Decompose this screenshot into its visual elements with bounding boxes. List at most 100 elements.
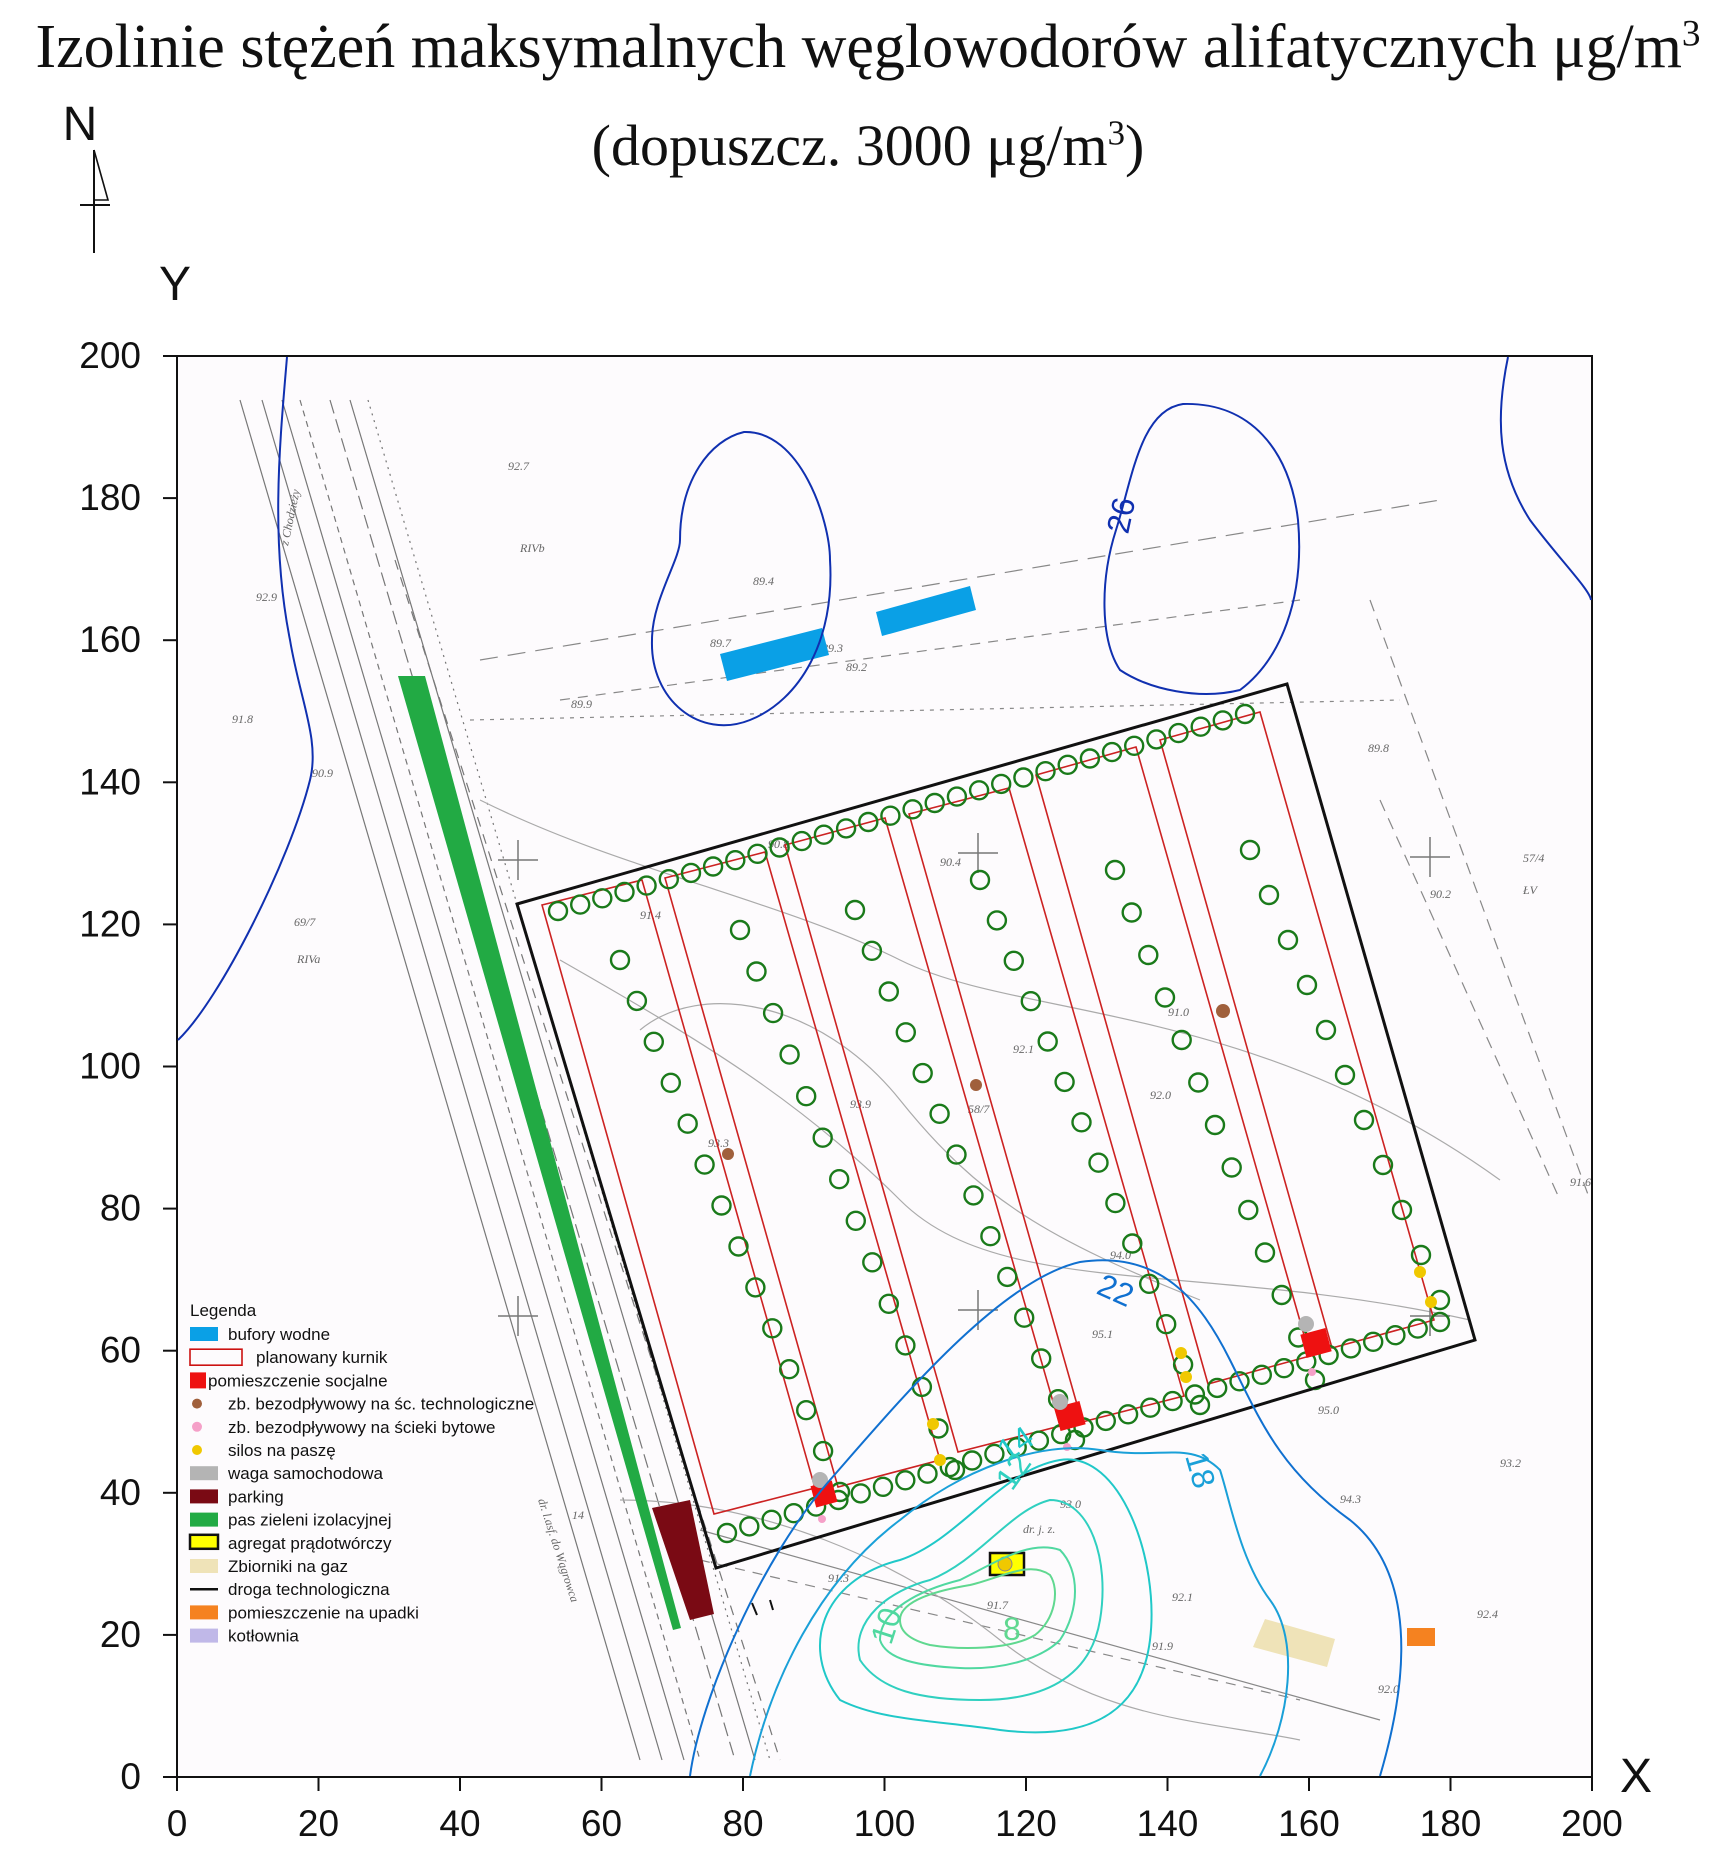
x-axis: 0 20 40 60 80 100 120 140 160 180 200 (167, 1777, 1623, 1844)
tree-marker (1013, 767, 1034, 788)
svg-text:95.1: 95.1 (1092, 1327, 1113, 1341)
carcass-room (1407, 1628, 1435, 1646)
tree-marker (1154, 987, 1176, 1008)
concentration-contours (177, 356, 1592, 1777)
contour-10 (878, 1546, 1076, 1670)
tree-marker (1234, 703, 1256, 725)
svg-text:92.1: 92.1 (1013, 1042, 1034, 1056)
gas-tanks (1253, 1619, 1335, 1667)
svg-text:91.9: 91.9 (1152, 1639, 1173, 1653)
y-tick-label: 40 (100, 1472, 141, 1513)
tree-marker (1334, 1064, 1356, 1086)
tree-marker (1079, 748, 1101, 769)
tree-marker (997, 1266, 1018, 1288)
svg-text:92.4: 92.4 (1477, 1607, 1498, 1621)
tree-marker (779, 1358, 800, 1380)
legend-title: Legenda (190, 1301, 257, 1320)
tree-marker (1189, 1394, 1211, 1416)
svg-text:93.2: 93.2 (1500, 1456, 1521, 1470)
tree-marker (1037, 1031, 1058, 1052)
tree-marker (946, 1144, 967, 1165)
svg-text:93.9: 93.9 (850, 1097, 871, 1111)
tree-marker (636, 875, 657, 896)
tree-marker (1123, 735, 1145, 756)
legend-item-label: zb. bezodpływowy na śc. technologiczne (228, 1395, 534, 1414)
tree-marker (762, 1318, 783, 1339)
y-tick-label: 0 (120, 1756, 141, 1797)
y-tick-label: 100 (79, 1046, 141, 1087)
north-arrow-icon: N (63, 98, 110, 253)
contour-8 (898, 1568, 1056, 1649)
tree-marker (1258, 884, 1280, 906)
svg-text:89.2: 89.2 (846, 660, 867, 674)
tree-marker (1013, 1307, 1035, 1328)
contour-26-north-2 (1103, 402, 1301, 695)
facility-symbols (722, 1004, 1437, 1667)
contour-26-west (177, 356, 314, 1041)
legend-item: zb. bezodpływowy na ścieki bytowe (192, 1418, 495, 1437)
tree-marker (1407, 1318, 1428, 1339)
map-subtitle-end: ) (1125, 113, 1145, 178)
tree-marker (902, 799, 923, 820)
tree-marker (747, 843, 768, 864)
tree-marker (1188, 1072, 1209, 1093)
legend-item-label: pomieszczenie na upadki (228, 1603, 419, 1622)
tree-marker (991, 773, 1012, 795)
y-tick-label: 20 (100, 1614, 141, 1655)
parcel-lines (469, 499, 1591, 1741)
x-tick-label: 80 (722, 1803, 763, 1844)
tree-marker (1239, 839, 1261, 861)
tree-marker (912, 1062, 933, 1084)
tree-marker (1030, 1348, 1052, 1369)
north-label: N (63, 98, 98, 151)
y-tick-label: 80 (100, 1188, 141, 1229)
tree-marker (1162, 1390, 1183, 1412)
tree-marker (861, 940, 883, 961)
svg-text:91.8: 91.8 (232, 712, 253, 726)
tree-marker (1121, 902, 1142, 923)
parking-area (652, 1500, 714, 1620)
legend-item-label: bufory wodne (228, 1325, 330, 1344)
tree-marker (769, 837, 790, 858)
kurnik-6 (1159, 711, 1435, 1349)
tree-marker (829, 1168, 850, 1190)
tree-marker (694, 1154, 715, 1175)
tree-marker (969, 869, 991, 891)
y-axis-label: Y (159, 258, 191, 311)
tree-marker (946, 786, 968, 807)
tree-marker (878, 1293, 899, 1315)
y-tick-label: 120 (79, 903, 141, 944)
contour-14 (819, 1458, 1153, 1734)
tree-marker (1273, 1357, 1295, 1379)
tree-marker (1117, 1404, 1139, 1425)
tree-marker (1003, 950, 1024, 971)
tree-marker (858, 811, 879, 833)
tree-marker (929, 1103, 950, 1125)
contour-26-east (1499, 356, 1592, 601)
tree-marker (812, 1127, 833, 1148)
x-tick-label: 120 (995, 1803, 1057, 1844)
tree-marker (895, 1022, 916, 1043)
tree-marker (844, 899, 866, 921)
y-axis: 0 20 40 60 80 100 120 140 160 180 200 (79, 335, 177, 1797)
base-map-labels: z Chodzieży RIVb RIVa 69/7 58/7 57/4 ŁV … (232, 459, 1591, 1696)
legend: Legenda bufory wodne planowany kurnik pomi… (188, 1301, 534, 1646)
tree-marker (677, 1113, 698, 1134)
tree-marker (1229, 1371, 1250, 1392)
tree-marker (880, 805, 901, 826)
map-title-line-1: Izolinie stężeń maksymalnych węglowodoró… (0, 12, 1736, 83)
tree-marker (944, 1459, 966, 1481)
svg-text:90.2: 90.2 (1430, 887, 1451, 901)
legend-item: kotłownia (190, 1627, 299, 1646)
svg-text:dr. j. z.: dr. j. z. (1023, 1522, 1055, 1536)
tree-marker (658, 869, 679, 890)
svg-text:89.8: 89.8 (1368, 741, 1389, 755)
tree-marker (872, 1476, 894, 1498)
tree-marker (1190, 716, 1211, 737)
tree-marker (1088, 1152, 1109, 1173)
kurnik-4 (908, 787, 1185, 1423)
map-subtitle-superscript: 3 (1107, 113, 1126, 153)
legend-item: planowany kurnik (189, 1348, 388, 1367)
svg-text:91.4: 91.4 (640, 908, 661, 922)
